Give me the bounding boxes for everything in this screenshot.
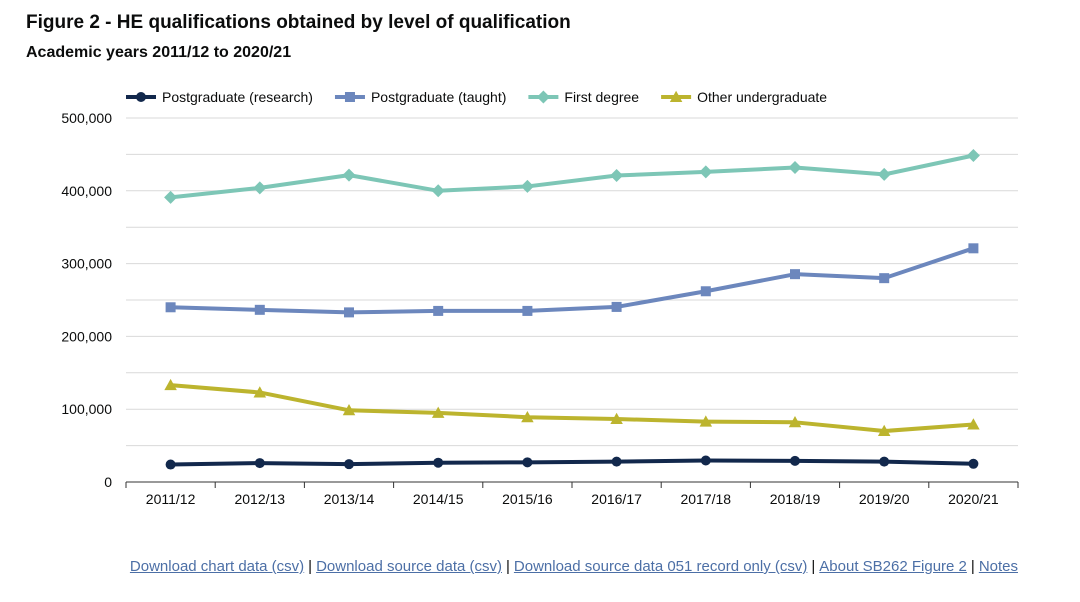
x-tick-label: 2015/16 bbox=[502, 491, 553, 507]
data-point bbox=[344, 459, 354, 470]
series-postgraduate-taught bbox=[165, 243, 979, 318]
data-point bbox=[968, 458, 979, 469]
y-axis: 0 100,000 200,000 300,000 400,000 500,000 bbox=[61, 110, 112, 490]
y-tick-label: 300,000 bbox=[61, 256, 112, 272]
notes-link[interactable]: Notes bbox=[978, 558, 1018, 575]
about-figure-link[interactable]: About SB262 Figure 2 bbox=[819, 558, 967, 575]
chart-gridlines bbox=[126, 117, 1018, 447]
data-point bbox=[611, 456, 622, 467]
data-point bbox=[342, 404, 356, 416]
data-point bbox=[877, 167, 891, 181]
footer-separator: | bbox=[970, 558, 975, 575]
data-point bbox=[254, 458, 265, 469]
data-point bbox=[610, 412, 623, 425]
chart-series bbox=[164, 148, 980, 470]
data-point bbox=[699, 165, 713, 179]
data-point bbox=[700, 455, 711, 466]
series-first-degree bbox=[164, 148, 980, 204]
x-tick-label: 2014/15 bbox=[413, 491, 464, 507]
legend-label: Postgraduate (research) bbox=[162, 89, 313, 105]
data-point bbox=[699, 415, 713, 427]
legend-marker bbox=[536, 90, 550, 104]
download-chart-data-link[interactable]: Download chart data (csv) bbox=[129, 558, 305, 575]
y-tick-label: 200,000 bbox=[61, 328, 112, 344]
data-point bbox=[790, 455, 800, 466]
data-point bbox=[788, 416, 802, 428]
legend-marker bbox=[344, 92, 355, 102]
x-tick-label: 2020/21 bbox=[948, 491, 999, 507]
legend-item: Other undergraduate bbox=[661, 89, 827, 105]
legend-label: Postgraduate (taught) bbox=[371, 89, 506, 105]
data-point bbox=[968, 243, 979, 254]
footer-separator: | bbox=[506, 558, 510, 575]
download-source-data-051-link[interactable]: Download source data 051 record only (cs… bbox=[513, 558, 808, 575]
x-axis: 2011/12 2012/13 2013/14 2014/15 2015/16 2016/… bbox=[125, 481, 1019, 507]
data-point bbox=[433, 457, 444, 468]
legend-item: First degree bbox=[528, 89, 639, 105]
data-point bbox=[967, 418, 980, 430]
data-point bbox=[521, 410, 534, 423]
data-point bbox=[253, 386, 267, 398]
data-point bbox=[520, 179, 534, 193]
footer-separator: | bbox=[811, 558, 816, 575]
series-line bbox=[168, 246, 976, 315]
data-point bbox=[254, 304, 265, 315]
x-tick-label: 2019/20 bbox=[859, 491, 910, 507]
y-tick-label: 400,000 bbox=[61, 183, 112, 199]
series-line bbox=[168, 458, 976, 467]
series-other-undergraduate bbox=[164, 378, 980, 437]
legend-marker bbox=[669, 90, 683, 102]
legend-label: First degree bbox=[564, 89, 639, 105]
y-tick-label: 0 bbox=[104, 474, 112, 490]
x-tick-label: 2012/13 bbox=[234, 491, 285, 507]
x-tick-label: 2011/12 bbox=[146, 491, 196, 507]
data-point bbox=[879, 273, 890, 284]
data-point bbox=[344, 307, 354, 318]
data-point bbox=[522, 457, 533, 468]
x-tick-label: 2013/14 bbox=[324, 491, 375, 507]
legend-marker bbox=[136, 92, 146, 102]
data-point bbox=[790, 269, 800, 280]
legend-label: Other undergraduate bbox=[697, 89, 827, 105]
footer-separator: | bbox=[308, 558, 313, 575]
data-point bbox=[700, 286, 711, 297]
footer-links: Download chart data (csv) | Download sourc… bbox=[130, 558, 1018, 575]
chart-title: Figure 2 - HE qualifications obtained by… bbox=[26, 12, 571, 33]
legend-item: Postgraduate (taught) bbox=[334, 89, 506, 105]
series-line bbox=[168, 383, 976, 434]
x-tick-label: 2017/18 bbox=[680, 491, 731, 507]
series-line bbox=[168, 153, 976, 200]
data-point bbox=[879, 456, 890, 467]
data-point bbox=[788, 161, 802, 175]
chart-subtitle: Academic years 2011/12 to 2020/21 bbox=[26, 44, 292, 61]
data-point bbox=[165, 459, 176, 470]
y-tick-label: 100,000 bbox=[61, 401, 112, 417]
data-point bbox=[966, 148, 980, 162]
data-point bbox=[877, 424, 891, 437]
x-tick-label: 2018/19 bbox=[770, 491, 821, 507]
data-point bbox=[164, 190, 178, 204]
line-chart: Postgraduate (research) Postgraduate (tau… bbox=[61, 89, 1019, 507]
data-point bbox=[610, 169, 624, 183]
data-point bbox=[164, 378, 177, 391]
y-tick-label: 500,000 bbox=[61, 110, 112, 126]
download-source-data-link[interactable]: Download source data (csv) bbox=[316, 558, 502, 575]
data-point bbox=[522, 305, 533, 316]
data-point bbox=[611, 301, 622, 312]
data-point bbox=[342, 168, 356, 182]
data-point bbox=[431, 406, 445, 418]
chart-legend: Postgraduate (research) Postgraduate (tau… bbox=[126, 89, 827, 105]
x-tick-label: 2016/17 bbox=[591, 491, 642, 507]
data-point bbox=[433, 305, 444, 316]
series-postgraduate-research bbox=[165, 455, 979, 470]
data-point bbox=[253, 181, 267, 195]
legend-item: Postgraduate (research) bbox=[126, 89, 313, 105]
data-point bbox=[431, 184, 445, 198]
data-point bbox=[165, 302, 176, 313]
